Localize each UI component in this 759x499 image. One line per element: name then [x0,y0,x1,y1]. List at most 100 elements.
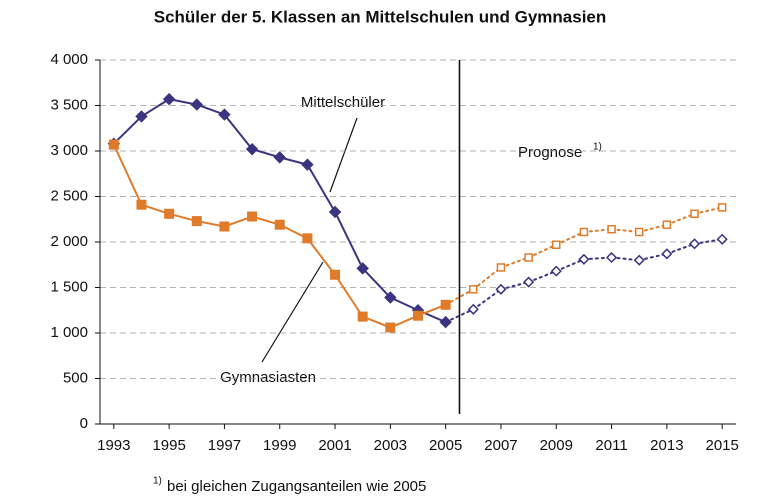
line-segment [196,103,225,116]
marker [356,262,369,275]
line-segment [610,228,641,233]
marker [524,253,533,262]
line-segment [223,113,253,150]
marker [301,158,314,171]
line-segment [527,270,558,284]
series-label: Gymnasiasten [220,369,316,386]
x-tick-label: 2001 [318,437,351,454]
line-segment [140,98,170,118]
marker [384,291,397,304]
marker [552,240,561,249]
marker [690,209,699,219]
marker [578,253,590,265]
line-segment [499,281,530,291]
line-segment [555,230,585,246]
y-tick-label: 3 500 [50,96,88,113]
marker [330,269,341,280]
line-segment [693,206,724,215]
y-tick-label: 1 500 [50,278,88,295]
marker [607,225,616,234]
line-segment [389,296,419,312]
marker [661,248,673,260]
marker [662,220,672,229]
annotation-pointer [329,117,358,193]
marker [579,227,589,237]
y-tick-label: 0 [80,415,88,432]
line-segment [334,274,364,318]
marker [273,151,286,164]
chart-title: Schüler der 5. Klassen an Mittelschulen … [154,7,607,26]
x-tick-label: 1995 [152,437,185,454]
line-segment [638,223,668,233]
y-tick-label: 2 500 [50,187,88,204]
x-tick-label: 1993 [97,437,130,454]
marker [191,216,202,227]
x-tick-label: 2005 [429,437,462,454]
marker [606,251,618,264]
line-segment [527,243,558,259]
line-segment [361,267,392,299]
x-tick-label: 2007 [484,437,517,454]
x-tick-label: 2011 [595,437,627,454]
y-tick-label: 2 000 [50,233,88,250]
marker [385,322,396,333]
line-segment [472,288,502,311]
annotation-pointer [261,261,324,363]
x-tick-label: 2009 [540,437,573,454]
marker [634,227,644,237]
marker [688,238,701,250]
y-tick-label: 4 000 [50,51,88,68]
x-tick-label: 2015 [705,437,738,454]
marker [523,276,535,288]
line-segment [499,256,530,269]
marker [413,310,423,321]
line-segment [113,115,143,145]
line-segment [112,144,143,206]
marker [467,303,479,315]
marker [245,142,259,156]
forecast-label: Prognose [518,144,582,161]
y-tick-label: 1 000 [50,324,88,341]
x-tick-label: 1997 [208,437,241,454]
footnote: bei gleichen Zugangsanteilen wie 2005 [167,478,426,495]
marker [136,199,147,210]
marker [633,254,645,266]
marker [440,299,451,310]
marker [247,211,258,222]
marker [274,219,285,230]
marker [190,98,203,111]
marker [716,233,728,245]
marker [496,263,506,272]
line-segment [665,242,696,255]
forecast-note: 1) [593,142,602,153]
x-tick-label: 1999 [263,437,296,454]
marker [219,221,230,232]
line-segment [582,228,613,233]
marker [218,108,231,121]
marker [162,92,176,106]
marker [357,311,368,322]
line-segment [472,266,502,291]
x-tick-label: 2003 [374,437,407,454]
line-segment [306,164,336,213]
marker [439,315,452,329]
marker [469,285,478,294]
y-tick-label: 3 000 [50,142,88,159]
marker [717,203,727,212]
marker [302,233,313,244]
y-tick-label: 500 [63,369,88,386]
line-segment [638,252,668,262]
line-segment [555,258,585,273]
line-segment [334,211,364,269]
series-label: Mittelschüler [301,94,385,111]
marker [550,265,562,277]
marker [108,139,119,150]
marker [495,283,507,295]
line-segment [444,308,475,324]
x-tick-label: 2013 [650,437,683,454]
footnote-marker: 1) [153,476,162,487]
line-segment [665,212,696,226]
line-segment [306,237,336,276]
marker [135,110,148,123]
